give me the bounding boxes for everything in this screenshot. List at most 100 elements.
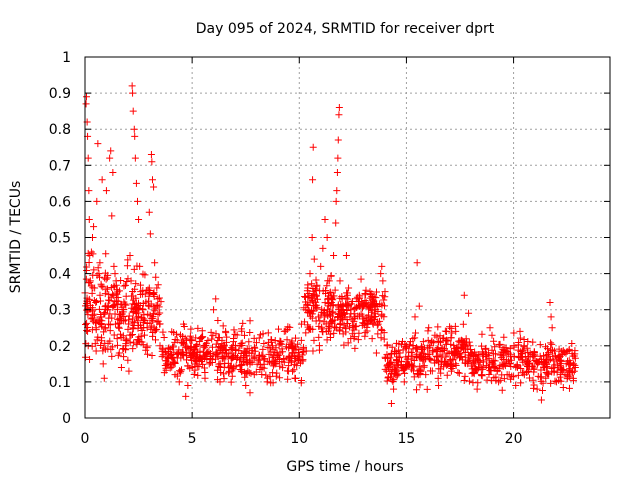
data-point	[305, 290, 313, 298]
data-point	[234, 353, 242, 361]
data-point	[566, 365, 574, 373]
data-point	[524, 348, 532, 356]
data-point	[312, 291, 320, 299]
data-point	[448, 329, 456, 337]
data-point	[315, 322, 323, 330]
data-point	[229, 335, 237, 343]
data-point	[501, 362, 509, 370]
data-point	[177, 354, 185, 362]
data-point	[473, 385, 481, 393]
data-point	[374, 330, 382, 338]
data-point	[246, 389, 254, 397]
data-point	[121, 281, 129, 289]
data-point	[337, 308, 345, 316]
data-point	[238, 360, 246, 368]
data-point	[123, 262, 131, 270]
data-point	[141, 331, 149, 339]
data-point	[252, 339, 260, 347]
data-point	[395, 340, 403, 348]
data-point	[129, 107, 137, 115]
data-point	[180, 320, 188, 328]
data-point	[330, 329, 338, 337]
data-point	[297, 376, 305, 384]
data-point	[477, 364, 485, 372]
data-point	[308, 314, 316, 322]
data-point	[351, 344, 359, 352]
data-point	[500, 344, 508, 352]
data-point	[141, 290, 149, 298]
data-point	[97, 280, 105, 288]
data-point	[162, 360, 170, 368]
data-point	[570, 367, 578, 375]
data-point	[385, 360, 393, 368]
data-point	[109, 343, 117, 351]
data-point	[516, 354, 524, 362]
data-point	[529, 338, 537, 346]
data-point	[143, 350, 151, 358]
data-point	[219, 354, 227, 362]
data-point	[194, 324, 202, 332]
data-point	[514, 371, 522, 379]
data-point	[309, 176, 317, 184]
data-point	[486, 324, 494, 332]
data-point	[108, 283, 116, 291]
data-point	[131, 285, 139, 293]
data-point	[537, 366, 545, 374]
data-point	[181, 334, 189, 342]
data-point	[125, 367, 133, 375]
data-point	[457, 353, 465, 361]
data-point	[398, 357, 406, 365]
data-point	[271, 359, 279, 367]
data-point	[347, 306, 355, 314]
data-point	[392, 371, 400, 379]
data-point	[203, 339, 211, 347]
data-point	[117, 363, 125, 371]
data-point	[383, 361, 391, 369]
data-point	[376, 317, 384, 325]
data-point	[510, 329, 518, 337]
data-point	[466, 355, 474, 363]
data-point	[143, 342, 151, 350]
data-point	[108, 352, 116, 360]
data-point	[99, 360, 107, 368]
y-tick-label: 0	[62, 411, 71, 427]
data-point	[150, 183, 158, 191]
data-point	[461, 359, 469, 367]
data-point	[510, 342, 518, 350]
data-point	[215, 362, 223, 370]
data-point	[241, 331, 249, 339]
data-point	[354, 336, 362, 344]
data-point	[258, 371, 266, 379]
data-point	[490, 356, 498, 364]
data-point	[378, 262, 386, 270]
data-point	[536, 341, 544, 349]
data-point	[470, 370, 478, 378]
y-tick-label: 0.6	[49, 194, 71, 210]
data-point	[315, 313, 323, 321]
data-point	[344, 319, 352, 327]
data-point	[154, 281, 162, 289]
data-point	[413, 354, 421, 362]
data-point	[167, 345, 175, 353]
data-point	[373, 321, 381, 329]
data-point	[390, 385, 398, 393]
data-point	[259, 352, 267, 360]
data-point	[483, 356, 491, 364]
data-point	[354, 298, 362, 306]
data-point	[464, 345, 472, 353]
data-point	[122, 342, 130, 350]
data-point	[363, 327, 371, 335]
data-point	[500, 352, 508, 360]
data-point	[378, 301, 386, 309]
data-point	[250, 371, 258, 379]
data-point	[225, 367, 233, 375]
data-point	[424, 327, 432, 335]
data-point	[132, 299, 140, 307]
data-point	[93, 298, 101, 306]
data-point	[380, 335, 388, 343]
data-point	[114, 315, 122, 323]
data-point	[508, 372, 516, 380]
data-point	[370, 293, 378, 301]
data-point	[394, 361, 402, 369]
data-point	[88, 289, 96, 297]
